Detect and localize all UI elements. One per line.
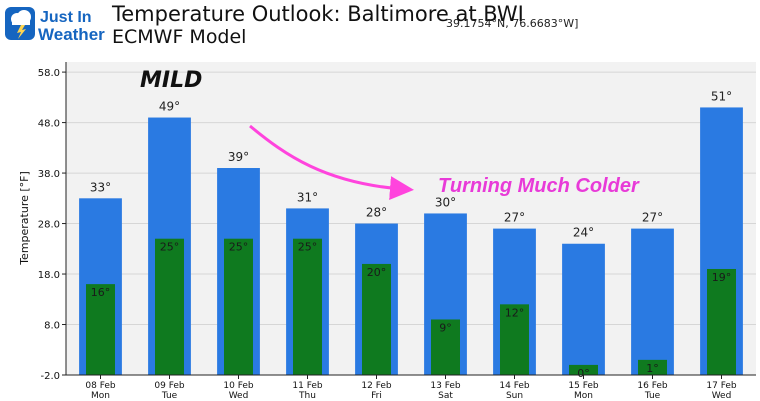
x-tick-day: Mon <box>574 391 593 401</box>
low-temp-bar <box>569 364 598 375</box>
x-tick-date: 17 Feb <box>706 381 737 391</box>
low-temp-label: 25° <box>160 241 180 254</box>
low-temp-bar <box>707 268 736 375</box>
low-temp-bar <box>500 304 529 375</box>
location-coordinates: 39.1754°N, 76.6683°W] <box>446 17 579 30</box>
x-tick-day: Sun <box>506 391 523 401</box>
low-temp-bar <box>638 359 667 375</box>
x-tick-date: 11 Feb <box>292 381 323 391</box>
just-in-weather-logo: Just In Weather <box>5 7 105 44</box>
x-tick-date: 16 Feb <box>637 381 668 391</box>
x-tick-date: 15 Feb <box>568 381 599 391</box>
high-temp-label: 27° <box>642 211 663 225</box>
x-tick-day: Fri <box>371 391 382 401</box>
y-axis: 58.0 48.0 38.0 28.0 18.0 8.0 -2.0 <box>38 62 67 382</box>
low-temp-label: 1° <box>646 362 659 375</box>
x-tick-date: 09 Feb <box>154 381 185 391</box>
x-tick-day: Thu <box>298 391 316 401</box>
x-tick-date: 13 Feb <box>430 381 461 391</box>
storm-cloud-icon <box>5 7 35 40</box>
low-temp-bar <box>431 319 460 375</box>
title-block: Temperature Outlook: Baltimore at BWI EC… <box>112 2 524 48</box>
high-temp-bar <box>631 228 674 375</box>
x-tick-day: Tue <box>161 391 178 401</box>
y-tick-label: 38.0 <box>38 169 60 180</box>
x-tick-day: Wed <box>229 391 249 401</box>
x-tick-date: 12 Feb <box>361 381 392 391</box>
x-tick-day: Mon <box>91 391 110 401</box>
x-tick-date: 08 Feb <box>85 381 116 391</box>
high-temp-label: 24° <box>573 226 594 240</box>
mild-annotation: MILD <box>140 68 202 93</box>
high-temp-label: 33° <box>90 180 111 194</box>
chart-subtitle: ECMWF Model <box>112 26 247 48</box>
x-tick-day: Sat <box>438 391 453 401</box>
low-temp-label: 20° <box>367 266 387 279</box>
bars: 33° 16° 49° 25° 39° 25° 31° 25° 28° 20° 30° 9° 27° 12… <box>79 89 743 380</box>
high-temp-label: 39° <box>228 150 249 164</box>
y-tick-label: 18.0 <box>38 270 60 281</box>
x-tick-date: 14 Feb <box>499 381 530 391</box>
y-tick-label: 58.0 <box>38 68 60 79</box>
logo-line2: Weather <box>38 25 105 44</box>
logo-line1: Just In <box>40 9 92 26</box>
x-tick-day: Tue <box>644 391 661 401</box>
y-tick-label: 8.0 <box>44 321 60 332</box>
y-tick-label: 28.0 <box>38 220 60 231</box>
high-temp-label: 28° <box>366 206 387 220</box>
high-temp-label: 30° <box>435 195 456 209</box>
high-temp-label: 27° <box>504 211 525 225</box>
low-temp-label: 12° <box>505 306 525 319</box>
low-temp-label: 19° <box>712 271 732 284</box>
high-temp-label: 51° <box>711 89 732 103</box>
low-temp-bar <box>155 238 184 375</box>
low-temp-label: 25° <box>229 241 249 254</box>
low-temp-bar <box>293 238 322 375</box>
low-temp-label: 9° <box>439 321 452 334</box>
low-temp-bar <box>362 263 391 375</box>
low-temp-bar <box>224 238 253 375</box>
low-temp-label: 0° <box>577 367 590 380</box>
chart-title: Temperature Outlook: Baltimore at BWI <box>112 2 524 26</box>
x-tick-date: 10 Feb <box>223 381 254 391</box>
low-temp-label: 25° <box>298 241 318 254</box>
colder-annotation: Turning Much Colder <box>438 175 640 197</box>
y-tick-label: 48.0 <box>38 119 60 130</box>
low-temp-bar <box>86 284 115 375</box>
high-temp-label: 49° <box>159 100 180 114</box>
high-temp-label: 31° <box>297 190 318 204</box>
y-tick-label: -2.0 <box>40 371 60 382</box>
y-axis-label: Temperature [°F] <box>18 171 31 266</box>
high-temp-bar <box>562 243 605 375</box>
low-temp-label: 16° <box>91 286 111 299</box>
x-tick-day: Wed <box>712 391 732 401</box>
colder-trend-arrow <box>249 124 414 201</box>
